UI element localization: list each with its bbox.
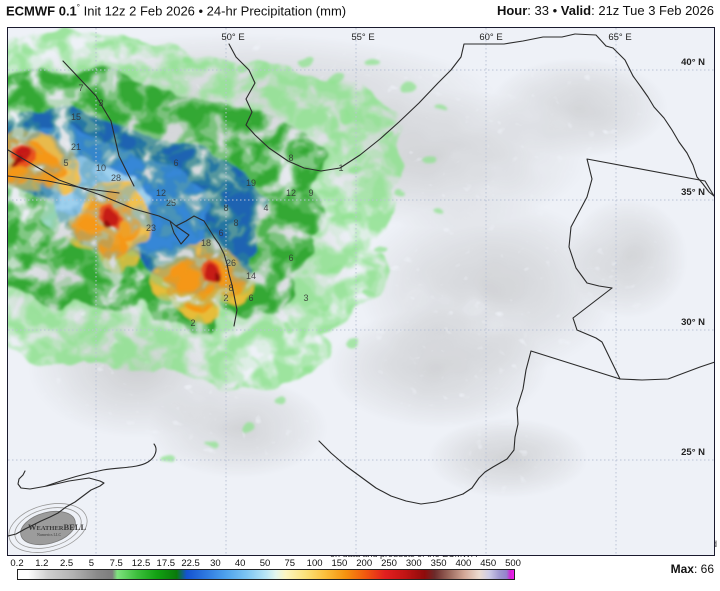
svg-text:10: 10 <box>96 163 106 173</box>
svg-text:40° N: 40° N <box>681 57 705 68</box>
svg-text:25° N: 25° N <box>681 447 705 458</box>
svg-text:14: 14 <box>246 271 256 281</box>
svg-text:6: 6 <box>248 293 253 303</box>
svg-text:6: 6 <box>218 228 223 238</box>
svg-text:19: 19 <box>246 178 256 188</box>
svg-text:28: 28 <box>111 173 121 183</box>
svg-text:9: 9 <box>308 188 313 198</box>
svg-text:4: 4 <box>263 203 268 213</box>
svg-text:3: 3 <box>303 293 308 303</box>
svg-text:6: 6 <box>288 253 293 263</box>
svg-text:7: 7 <box>78 83 83 93</box>
svg-text:21: 21 <box>71 142 81 152</box>
svg-text:12: 12 <box>156 188 166 198</box>
svg-text:55° E: 55° E <box>351 32 374 43</box>
svg-text:2: 2 <box>190 318 195 328</box>
svg-text:18: 18 <box>201 238 211 248</box>
svg-text:30° N: 30° N <box>681 317 705 328</box>
svg-text:8: 8 <box>233 218 238 228</box>
svg-text:Numerics LLC: Numerics LLC <box>37 532 61 537</box>
svg-text:12: 12 <box>286 188 296 198</box>
svg-text:5: 5 <box>63 158 68 168</box>
svg-text:6: 6 <box>173 158 178 168</box>
svg-text:35° N: 35° N <box>681 187 705 198</box>
svg-text:50° E: 50° E <box>221 32 244 43</box>
svg-text:15: 15 <box>71 112 81 122</box>
svg-text:25: 25 <box>166 198 176 208</box>
svg-text:60° E: 60° E <box>479 32 502 43</box>
svg-text:23: 23 <box>146 223 156 233</box>
svg-text:65° E: 65° E <box>608 32 631 43</box>
